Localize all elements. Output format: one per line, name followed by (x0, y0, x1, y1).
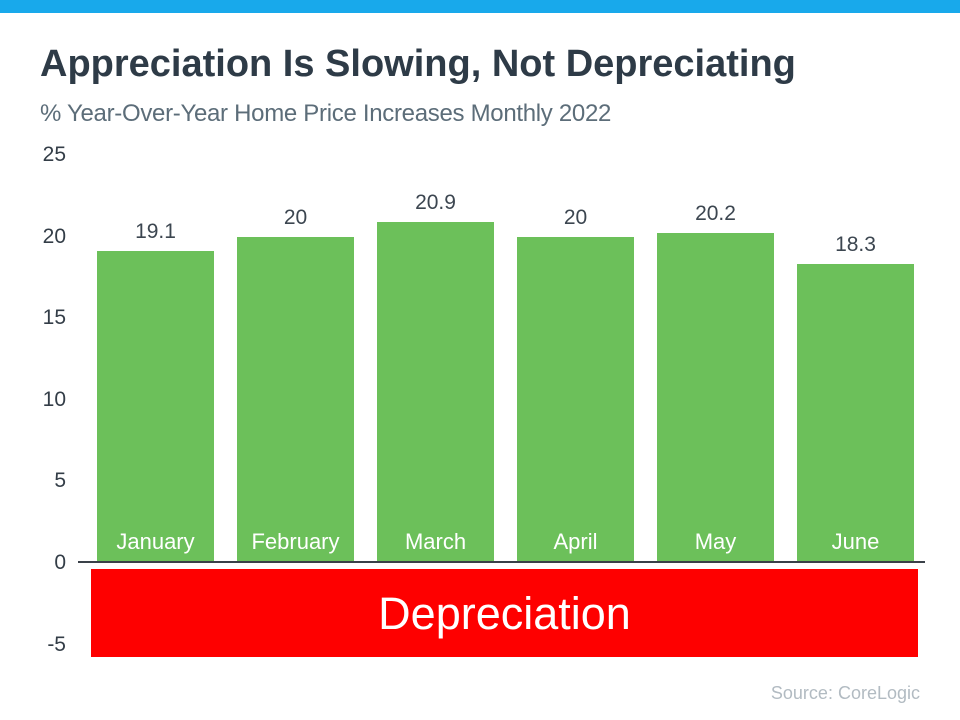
bar: February (237, 236, 354, 563)
y-tick-label: 5 (54, 469, 66, 493)
bar: January (97, 251, 214, 563)
bar-value-label: 20.9 (415, 190, 456, 214)
bar-value-label: 20 (563, 205, 588, 229)
bar-category-label: February (251, 528, 340, 554)
y-tick-label: 10 (42, 387, 66, 411)
top-accent-bar (0, 0, 960, 13)
source-note: Source: CoreLogic (770, 683, 920, 703)
y-tick-label: -5 (47, 632, 66, 656)
bar-value-label: 18.3 (835, 233, 876, 257)
depreciation-band: Depreciation (91, 569, 918, 657)
x-axis-line (78, 561, 925, 563)
bar-value-label: 20.2 (695, 202, 736, 226)
bar-category-label: May (694, 528, 737, 554)
bar-category-label: April (553, 528, 598, 554)
bar: June (797, 264, 914, 563)
bar-category-label: January (116, 528, 195, 554)
bar-category-label: June (831, 528, 880, 554)
bar-category-label: March (404, 528, 467, 554)
bar-value-label: 19.1 (135, 220, 176, 244)
chart-subtitle: % Year-Over-Year Home Price Increases Mo… (40, 100, 612, 127)
y-tick-label: 25 (42, 143, 66, 166)
bar: May (657, 233, 774, 563)
bar: March (377, 221, 494, 563)
y-tick-label: 15 (42, 306, 66, 330)
chart-title: Appreciation Is Slowing, Not Depreciatin… (40, 43, 796, 85)
y-tick-label: 0 (54, 551, 66, 574)
depreciation-label: Depreciation (378, 587, 631, 639)
bar: April (517, 236, 634, 563)
y-tick-label: 20 (42, 224, 66, 248)
bar-value-label: 20 (283, 205, 308, 229)
